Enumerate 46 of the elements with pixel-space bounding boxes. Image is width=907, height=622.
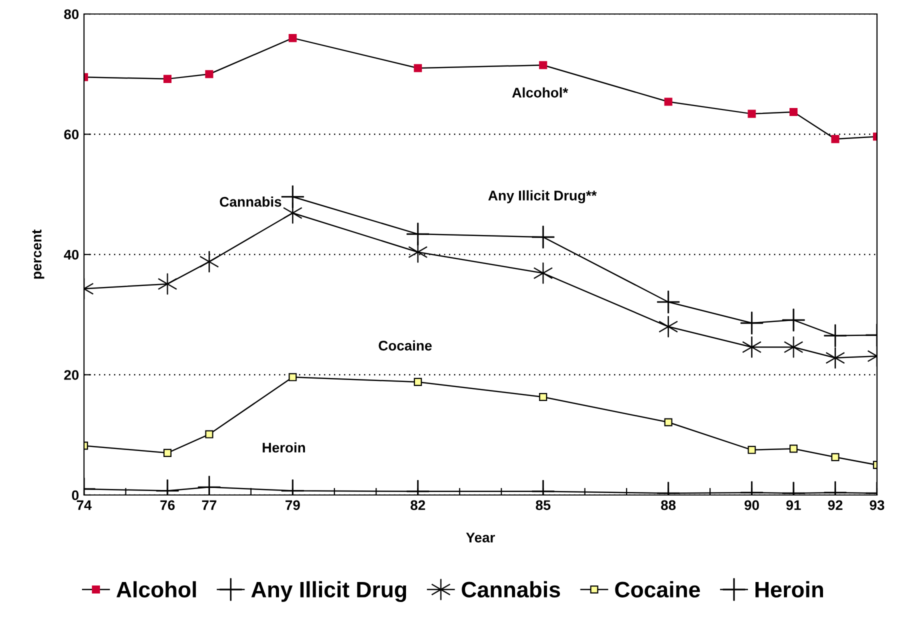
x-tick-label: 82 xyxy=(410,500,426,510)
y-tick-label: 60 xyxy=(64,130,79,140)
legend-label: Heroin xyxy=(755,581,824,598)
point xyxy=(664,418,672,426)
annotation: Alcohol* xyxy=(512,87,568,98)
x-tick-label: 85 xyxy=(536,500,550,510)
point xyxy=(205,430,214,438)
point xyxy=(414,378,422,386)
y-tick-label: 20 xyxy=(64,370,79,380)
y-tick-label: 0 xyxy=(72,490,79,500)
point xyxy=(288,373,297,382)
point xyxy=(831,453,840,462)
x-tick-label: 77 xyxy=(202,500,216,510)
point xyxy=(163,448,172,457)
annotation: Any Illicit Drug** xyxy=(488,190,597,204)
point xyxy=(831,135,840,144)
point xyxy=(790,108,798,116)
point xyxy=(163,74,172,83)
legend-label: Cannabis xyxy=(462,581,560,598)
y-tick-label: 80 xyxy=(64,9,79,20)
x-tick-label: 88 xyxy=(661,500,676,510)
point xyxy=(539,392,548,402)
y-axis-title: percent xyxy=(32,230,44,279)
annotation: Cocaine xyxy=(378,340,432,351)
point xyxy=(539,61,548,70)
point xyxy=(288,34,297,42)
x-tick-label: 91 xyxy=(786,500,801,510)
x-tick-label: 92 xyxy=(828,500,842,510)
annotation: Heroin xyxy=(262,442,305,453)
y-tick-label: 40 xyxy=(64,250,79,260)
annotation: Cannabis xyxy=(220,196,282,207)
legend-label: Any Illicit Drug xyxy=(251,581,406,602)
x-tick-label: 90 xyxy=(744,500,759,510)
point xyxy=(205,70,214,78)
point xyxy=(790,444,798,453)
point xyxy=(414,64,422,72)
legend-label: Alcohol xyxy=(116,581,196,598)
x-tick-label: 93 xyxy=(870,500,884,510)
x-tick-label: 79 xyxy=(286,500,300,510)
x-tick-label: 74 xyxy=(76,500,92,510)
point xyxy=(748,446,756,454)
point xyxy=(748,110,756,118)
x-tick-label: 76 xyxy=(160,500,175,510)
x-axis-title: Year xyxy=(466,532,495,542)
legend-label: Cocaine xyxy=(615,581,700,598)
point xyxy=(664,98,672,106)
